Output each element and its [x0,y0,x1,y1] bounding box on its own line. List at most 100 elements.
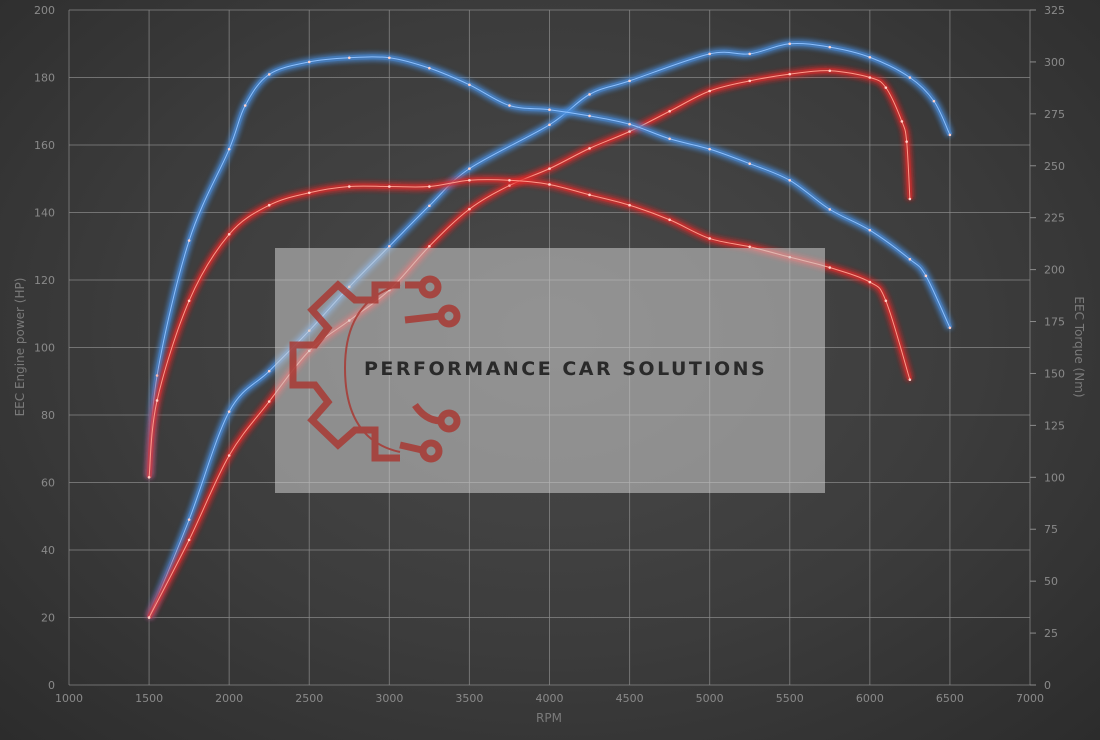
data-point [227,233,231,236]
data-point [908,76,912,79]
data-point [508,104,511,107]
data-point [748,79,752,83]
y2-tick-label: 150 [1044,367,1065,380]
x-tick-label: 3000 [375,692,403,705]
x-axis-label: RPM [536,711,562,725]
data-point [147,476,151,479]
data-point [908,378,912,381]
x-tick-label: 6000 [856,692,884,705]
data-point [908,197,912,201]
data-point [788,72,792,76]
data-point [307,60,311,64]
x-tick-label: 1500 [135,692,163,705]
y2-tick-label: 100 [1044,471,1065,484]
data-point [748,245,752,249]
y2-tick-label: 75 [1044,523,1058,536]
x-tick-label: 2500 [295,692,323,705]
y-tick-label: 40 [41,544,55,557]
data-point [868,76,872,79]
data-point [948,326,952,330]
data-point [227,454,231,457]
data-point [468,83,471,87]
data-point [900,120,904,123]
data-point [428,244,431,248]
data-point [267,73,271,76]
data-point [828,69,832,73]
y2-tick-label: 300 [1044,56,1065,69]
data-point [388,56,391,60]
data-point [668,137,671,141]
data-point [588,114,591,118]
x-tick-label: 4500 [616,692,644,705]
y-tick-label: 160 [34,139,55,152]
data-point [227,410,231,413]
data-point [548,183,551,186]
y2-axis-label: EEC Torque (Nm) [1072,296,1086,397]
data-point [588,147,591,150]
y-tick-label: 20 [41,612,55,625]
data-point [628,203,631,207]
data-point [788,179,792,182]
x-tick-label: 7000 [1016,692,1044,705]
x-tick-label: 1000 [55,692,83,705]
data-point [187,538,191,542]
data-point [187,299,191,303]
data-point [708,52,711,56]
watermark-text: PERFORMANCE CAR SOLUTIONS [364,358,767,380]
data-point [155,399,159,402]
y-tick-label: 140 [34,207,55,220]
data-point [468,167,471,170]
data-point [628,122,631,126]
data-point [748,52,752,56]
series-tuned-power [146,40,953,619]
data-point [388,185,391,188]
data-point [932,99,936,103]
data-point [155,374,159,377]
gear-logo-icon [289,275,461,463]
data-point [428,66,431,70]
data-point [508,179,511,182]
data-point [905,140,908,143]
data-point [147,616,151,619]
y-tick-label: 60 [41,477,55,490]
data-point [868,228,872,232]
data-point [868,55,872,59]
data-point [708,89,711,93]
y-axis-label: EEC Engine power (HP) [13,278,27,417]
y2-tick-label: 325 [1044,4,1065,17]
data-point [187,518,191,521]
data-point [868,280,872,284]
data-point [828,266,832,269]
data-point [628,130,631,133]
data-point [508,184,511,187]
data-point [788,42,792,46]
data-point [548,167,551,170]
data-point [948,133,952,137]
data-point [227,147,231,151]
y2-tick-label: 175 [1044,316,1065,329]
data-point [267,203,271,207]
y-tick-label: 200 [34,4,55,17]
data-point [468,207,471,211]
data-point [187,239,191,242]
data-point [347,56,351,60]
x-tick-label: 5000 [696,692,724,705]
data-point [267,400,271,403]
data-point [267,369,271,373]
watermark: PERFORMANCE CAR SOLUTIONS [275,248,825,493]
data-point [388,244,391,248]
data-point [708,237,711,240]
data-point [243,104,247,107]
y2-tick-label: 0 [1044,679,1051,692]
x-tick-label: 2000 [215,692,243,705]
data-point [668,218,671,222]
data-point [468,179,471,182]
y-tick-label: 100 [34,342,55,355]
y2-tick-label: 25 [1044,627,1058,640]
x-tick-label: 6500 [936,692,964,705]
axis-ticks: 1000 1500 2000 2500 3000 3500 4000 4500 5000 5500… [34,4,1065,705]
y2-tick-label: 225 [1044,212,1065,225]
x-tick-label: 3500 [455,692,483,705]
data-point [347,185,351,188]
